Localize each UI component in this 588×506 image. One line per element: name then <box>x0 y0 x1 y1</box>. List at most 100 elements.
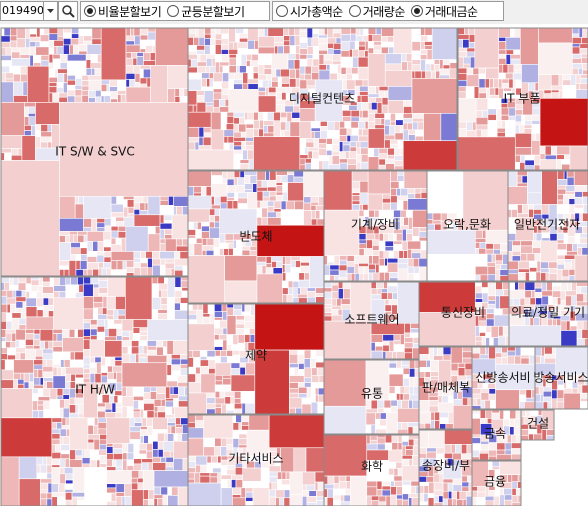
search-button[interactable] <box>58 1 78 21</box>
tile <box>315 349 325 357</box>
tile <box>97 307 103 315</box>
radio-option[interactable]: 비율분할보기 <box>81 3 162 20</box>
tile <box>234 192 239 201</box>
tile <box>507 209 513 218</box>
tile <box>99 463 108 468</box>
tile <box>439 411 449 419</box>
code-input[interactable]: 019490 <box>0 1 44 21</box>
tile <box>116 260 124 270</box>
tile <box>282 294 288 304</box>
tile <box>242 481 262 489</box>
dropdown[interactable] <box>43 1 58 21</box>
tile <box>75 373 84 379</box>
tile <box>379 425 387 430</box>
tile <box>235 185 245 193</box>
tile <box>65 284 76 299</box>
tile <box>389 143 399 149</box>
tile <box>283 40 291 46</box>
tile <box>195 373 202 383</box>
tile <box>503 418 510 427</box>
tile <box>370 281 377 289</box>
tile <box>533 204 542 210</box>
tile <box>147 355 168 364</box>
tile <box>181 433 189 442</box>
tile <box>338 481 347 490</box>
tile <box>245 123 254 129</box>
tile <box>373 44 382 51</box>
tile <box>195 455 208 466</box>
radio-option[interactable]: 균등분할보기 <box>164 3 245 20</box>
tile <box>11 312 22 319</box>
tile <box>484 399 491 410</box>
tile <box>581 57 588 64</box>
tile <box>399 385 406 395</box>
tile <box>152 456 161 463</box>
tile <box>317 401 325 410</box>
tile <box>147 340 157 347</box>
tile <box>235 414 242 423</box>
tile <box>13 378 18 389</box>
sector-border <box>457 27 588 171</box>
radio-option[interactable]: 시가총액순 <box>273 3 343 20</box>
tile <box>407 198 428 211</box>
tile <box>577 243 588 248</box>
tile <box>0 329 7 338</box>
tile <box>488 346 496 360</box>
tile <box>139 335 148 341</box>
tile <box>412 337 420 344</box>
tile <box>29 54 34 67</box>
tile <box>433 355 444 361</box>
tile <box>62 436 70 445</box>
tile <box>133 408 141 413</box>
tile <box>479 332 486 337</box>
tile <box>126 406 134 411</box>
tile <box>210 129 225 151</box>
tile <box>166 364 172 376</box>
tile <box>249 60 259 67</box>
tile <box>209 221 215 229</box>
tile <box>402 493 409 501</box>
tile <box>232 438 240 449</box>
tile <box>187 472 195 480</box>
tile <box>534 393 542 403</box>
tile <box>518 272 526 279</box>
tile <box>252 66 259 74</box>
tile <box>165 400 174 408</box>
tile <box>125 27 131 37</box>
tile <box>116 195 124 205</box>
tile <box>187 392 208 415</box>
tile <box>548 261 558 269</box>
tile <box>550 92 560 99</box>
tile <box>277 45 284 55</box>
tile <box>146 267 153 277</box>
tile <box>516 170 528 177</box>
tile <box>514 114 522 123</box>
tile <box>133 209 141 216</box>
radio-option[interactable]: 거래대금순 <box>408 3 478 20</box>
tile <box>245 145 254 151</box>
radio-option[interactable]: 거래량순 <box>346 3 405 20</box>
tile <box>141 458 154 464</box>
tile <box>449 62 458 70</box>
tile <box>412 343 420 349</box>
tile <box>214 221 220 229</box>
tile <box>508 78 514 89</box>
tile <box>359 27 364 36</box>
tile <box>78 50 88 55</box>
tile <box>384 272 390 282</box>
tile <box>196 49 206 55</box>
tile <box>576 281 588 287</box>
tile <box>16 27 26 39</box>
tile <box>90 319 98 326</box>
tile <box>33 377 41 386</box>
tile <box>86 256 98 263</box>
tile <box>151 283 159 298</box>
tile <box>386 36 395 43</box>
tile <box>496 108 502 121</box>
tile <box>370 399 378 410</box>
tile <box>97 410 106 419</box>
tile <box>418 346 430 355</box>
tile <box>29 291 37 299</box>
tile <box>275 99 286 105</box>
tile <box>561 276 570 282</box>
